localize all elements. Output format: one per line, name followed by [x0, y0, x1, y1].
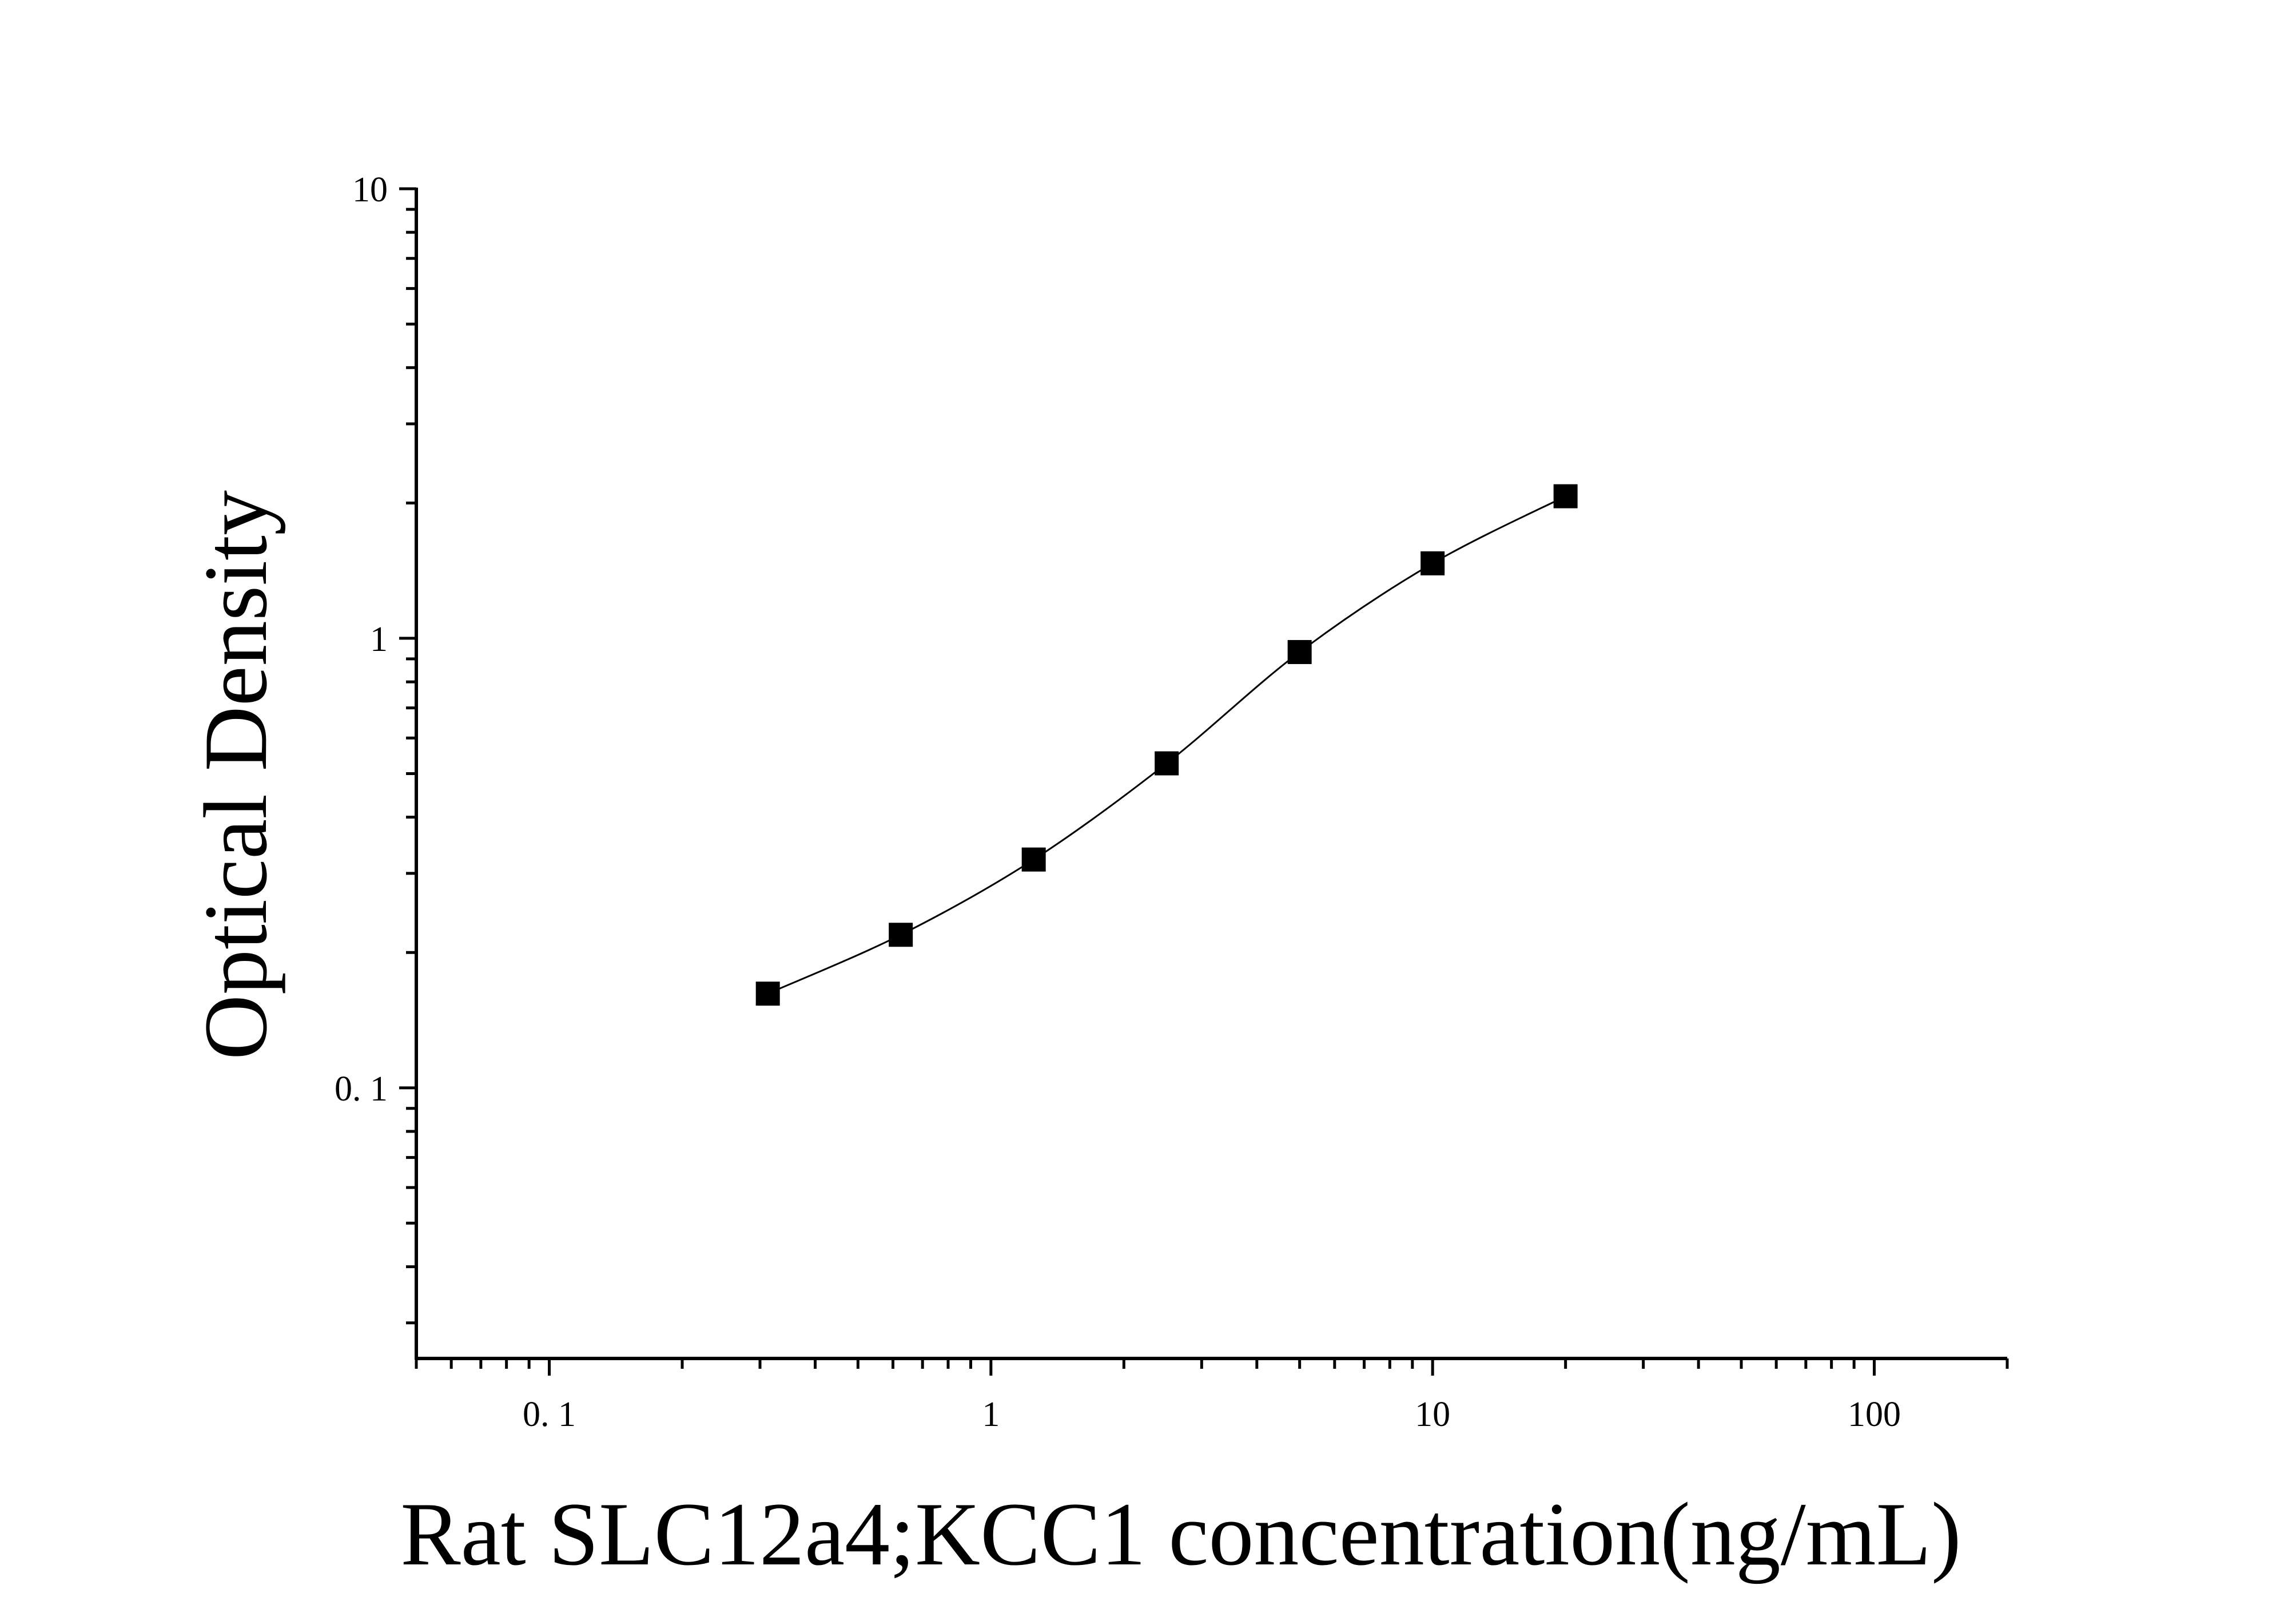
data-point: [755, 982, 780, 1006]
data-point: [1287, 639, 1312, 664]
x-tick-label: 0. 1: [523, 1395, 576, 1434]
data-point: [1155, 751, 1179, 776]
y-axis-title: Optical Density: [186, 490, 286, 1060]
data-point: [1021, 847, 1046, 872]
x-tick-label: 1: [982, 1395, 1000, 1434]
x-tick-label: 10: [1415, 1395, 1450, 1434]
x-axis-title: Rat SLC12a4;KCC1 concentration(ng/mL): [400, 1484, 1961, 1584]
fit-curve: [767, 495, 1566, 995]
plot-area: [755, 484, 1578, 1006]
y-tick-label: 1: [370, 620, 388, 659]
y-tick-label: 0. 1: [335, 1070, 388, 1109]
data-point: [1553, 484, 1578, 508]
axes: 0. 1 1 10 100 0. 1 1 10: [335, 170, 2009, 1434]
data-point: [1420, 551, 1445, 575]
data-point: [889, 923, 913, 947]
x-tick-label: 100: [1848, 1395, 1901, 1434]
y-tick-label: 10: [352, 170, 388, 209]
